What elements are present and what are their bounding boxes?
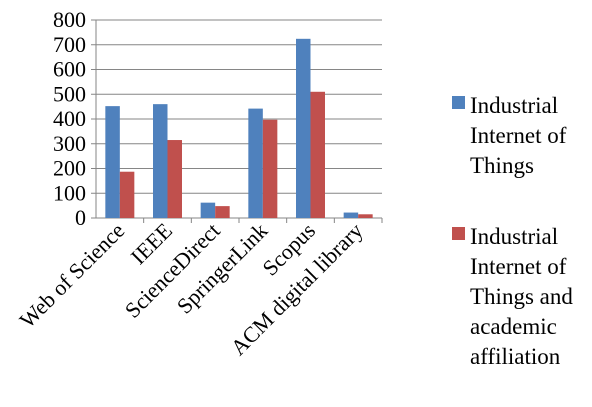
- bars: [105, 38, 373, 219]
- y-tick-label: 100: [53, 180, 86, 205]
- bar-series-1-ieee: [153, 104, 168, 218]
- y-tick-label: 0: [75, 205, 86, 230]
- legend-label: Industrial Internet of Things: [470, 93, 567, 178]
- bar-series-1-web-of-science: [105, 106, 120, 218]
- bar-series-2-springerlink: [262, 119, 278, 218]
- y-tick-label: 600: [53, 57, 86, 82]
- bar-series-1-scopus: [296, 38, 311, 219]
- bar-series-2-ieee: [167, 140, 182, 218]
- bar-series-2-web-of-science: [119, 171, 135, 218]
- y-tick-label: 200: [53, 156, 86, 181]
- y-tick-label: 500: [53, 81, 86, 106]
- bar-series-1-springerlink: [248, 108, 263, 218]
- bar-series-2-sciencedirect: [215, 206, 230, 218]
- bar-series-1-sciencedirect: [200, 202, 216, 218]
- legend-label: Industrial Internet of Things and academic a…: [470, 224, 573, 369]
- bar-series-2-scopus: [310, 91, 325, 218]
- x-category-labels: Web of ScienceIEEEScienceDirectSpringerL…: [14, 218, 367, 360]
- y-tick-label: 300: [53, 131, 86, 156]
- legend-swatch: [452, 227, 465, 240]
- gridlines: [96, 19, 382, 194]
- bar-series-1-acm-digital-library: [343, 212, 359, 218]
- y-tick-label: 400: [53, 106, 86, 131]
- legend: Industrial Internet of Things Industrial Int…: [452, 93, 573, 369]
- y-tick-label: 800: [53, 7, 86, 32]
- bar-series-2-acm-digital-library: [358, 214, 373, 218]
- axes: [91, 19, 383, 223]
- y-tick-label: 700: [53, 32, 86, 57]
- legend-swatch: [452, 96, 465, 109]
- x-category-label: Web of Science: [14, 218, 129, 333]
